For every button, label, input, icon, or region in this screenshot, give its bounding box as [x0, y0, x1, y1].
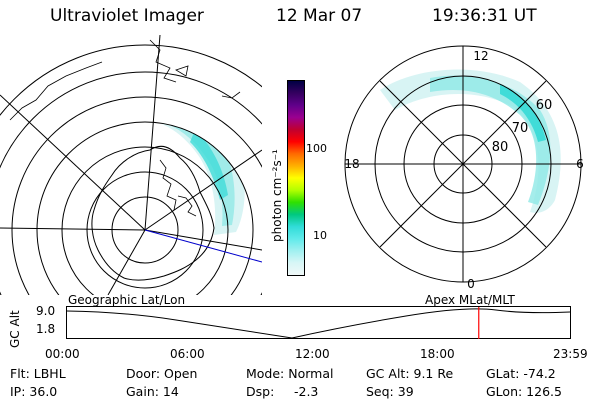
- status-dsp-label: Dsp:: [246, 384, 275, 399]
- colorbar-tick-10: 10: [313, 229, 327, 242]
- colorbar: [287, 80, 305, 276]
- timeline-xtick-0600: 06:00: [170, 347, 205, 361]
- status-door: Door: Open: [126, 366, 198, 381]
- plot-frame: [66, 306, 571, 339]
- mlat-label-60: 60: [536, 98, 553, 113]
- time-label: 19:36:31 UT: [432, 6, 537, 26]
- colorbar-gradient: [288, 81, 304, 275]
- status-gc-alt: GC Alt: 9.1 Re: [366, 366, 454, 381]
- colorbar-tick-100: 100: [306, 142, 327, 155]
- altitude-curve: [66, 308, 571, 339]
- timeline-xtick-2359: 23:59: [553, 347, 588, 361]
- timeline-ytick-max: 9.0: [36, 304, 56, 318]
- apex-polar-map: 12 18 6 0 60 70 80: [344, 45, 584, 290]
- timeline-xtick-1800: 18:00: [420, 347, 455, 361]
- status-seq: Seq: 39: [366, 384, 414, 399]
- timeline-xtick-0000: 00:00: [45, 347, 80, 361]
- apex-label: Apex MLat/MLT: [425, 293, 515, 307]
- status-glon: GLon: 126.5: [486, 384, 562, 399]
- date-label: 12 Mar 07: [276, 6, 363, 26]
- mlat-label-70: 70: [512, 121, 529, 136]
- aurora-emission-apex: [380, 69, 561, 213]
- timeline-ylabel: GC Alt: [8, 310, 22, 348]
- status-mode: Mode: Normal: [246, 366, 334, 381]
- status-gain: Gain: 14: [126, 384, 179, 399]
- mlt-label-18: 18: [344, 157, 359, 171]
- geographic-map: [0, 35, 262, 295]
- geographic-label: Geographic Lat/Lon: [68, 293, 186, 307]
- timeline-ytick-min: 1.8: [36, 322, 56, 336]
- colorbar-unit-label: photon cm⁻²s⁻¹: [270, 149, 284, 242]
- instrument-title: Ultraviolet Imager: [50, 6, 204, 26]
- status-glat: GLat: -74.2: [486, 366, 556, 381]
- orbit-altitude-plot: [66, 306, 571, 339]
- mlt-label-0: 0: [467, 277, 475, 290]
- status-dsp-value: -2.3: [294, 384, 319, 399]
- mlt-label-6: 6: [576, 157, 584, 171]
- mlt-label-12: 12: [473, 49, 488, 63]
- status-ip: IP: 36.0: [10, 384, 58, 399]
- status-filter: Flt: LBHL: [10, 366, 66, 381]
- timeline-xtick-1200: 12:00: [295, 347, 330, 361]
- mlat-label-80: 80: [492, 140, 509, 155]
